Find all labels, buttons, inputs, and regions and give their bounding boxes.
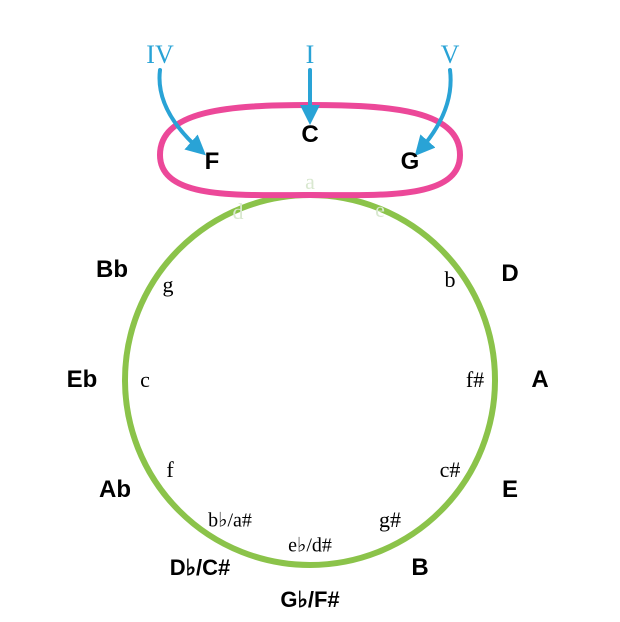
outer-note-label: C (301, 121, 318, 149)
inner-note-label: f# (466, 367, 484, 393)
roman-numeral-label: V (441, 40, 460, 70)
outer-note-label: A (531, 366, 548, 394)
outer-note-label: G (401, 148, 420, 176)
inner-note-label: a (305, 169, 315, 195)
outer-note-label: F (205, 148, 220, 176)
inner-note-label: e♭/d# (288, 533, 332, 558)
inner-note-label: g (163, 272, 174, 298)
outer-note-label: B (411, 554, 428, 582)
outer-note-label: Eb (67, 366, 98, 394)
inner-note-label: b♭/a# (208, 508, 252, 533)
outer-note-label: Ab (99, 476, 131, 504)
shapes-layer (0, 0, 620, 622)
circle-of-fifths-diagram: { "diagram": { "type": "network", "width… (0, 0, 620, 622)
outer-note-label: G♭/F# (280, 587, 339, 613)
inner-note-label: d (233, 199, 244, 225)
inner-note-label: c# (440, 457, 461, 483)
main-circle (125, 195, 495, 565)
outer-note-label: Bb (96, 256, 128, 284)
outer-note-label: D♭/C# (170, 555, 231, 581)
outer-note-label: D (501, 260, 518, 288)
roman-numeral-label: IV (146, 40, 173, 70)
inner-note-label: b (445, 267, 456, 293)
arrow-v (420, 70, 451, 150)
outer-note-label: E (502, 476, 518, 504)
inner-note-label: f (166, 457, 173, 483)
inner-note-label: c (140, 367, 150, 393)
roman-numeral-label: I (306, 40, 315, 70)
inner-note-label: g# (379, 507, 401, 533)
inner-note-label: e (375, 197, 385, 223)
